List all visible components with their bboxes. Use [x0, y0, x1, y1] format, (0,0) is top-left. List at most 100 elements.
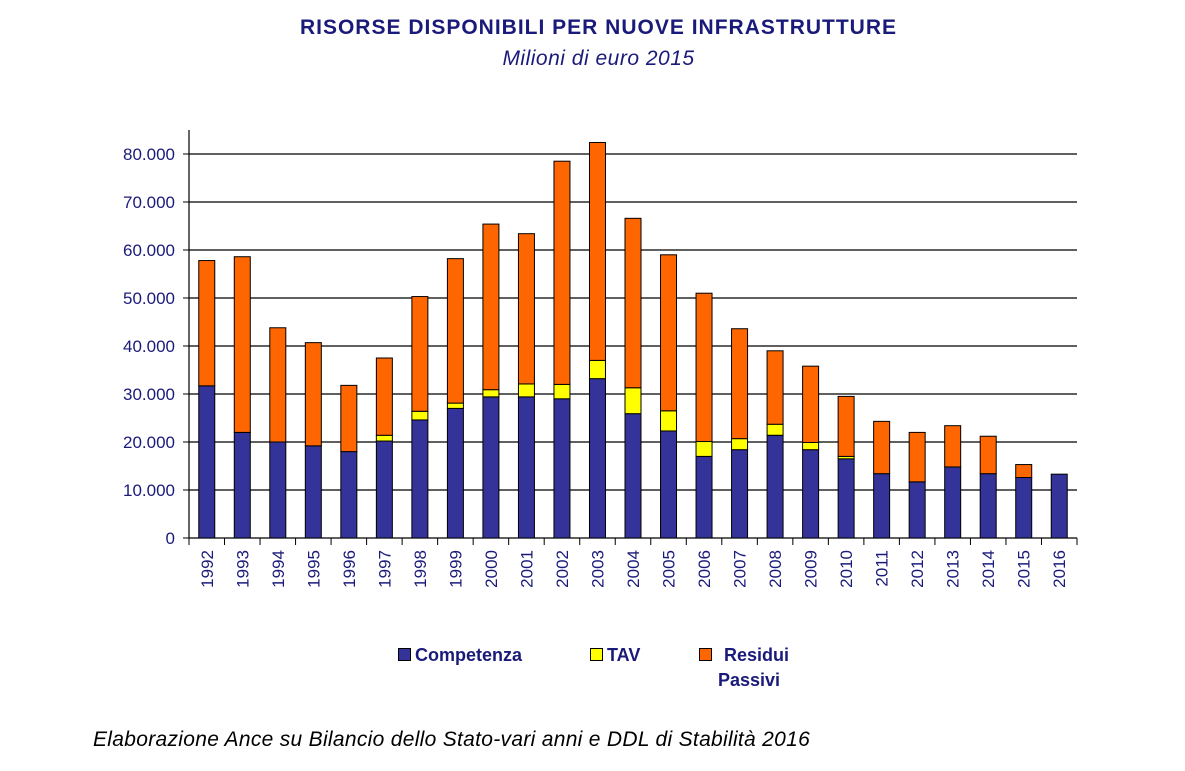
bar-residui-passivi-1997	[375, 357, 393, 436]
y-tick-label: 30.000	[123, 385, 175, 404]
bar-residui-passivi-2012	[908, 431, 926, 483]
bar-competenza-2014	[979, 473, 997, 539]
bar-residui-passivi-1995	[304, 342, 322, 447]
bar-residui-passivi-2015	[1015, 464, 1033, 479]
bar-residui-passivi-2013	[944, 425, 962, 468]
bar-tav-1999	[446, 402, 464, 409]
bar-residui-passivi-1994	[269, 327, 287, 443]
bar-tav-2004	[624, 387, 642, 415]
x-tick-label: 2014	[979, 550, 998, 588]
x-tick-label: 1999	[446, 550, 465, 588]
y-tick-label: 10.000	[123, 481, 175, 500]
bar-residui-passivi-2009	[802, 365, 820, 443]
bar-competenza-2002	[553, 398, 571, 539]
bar-residui-passivi-2007	[731, 328, 749, 440]
bar-competenza-1996	[340, 451, 358, 539]
bar-tav-2007	[731, 438, 749, 451]
bar-competenza-1994	[269, 441, 287, 539]
chart-subtitle: Milioni di euro 2015	[502, 47, 695, 70]
legend-label-residui-2: Passivi	[718, 670, 781, 690]
bar-residui-passivi-2014	[979, 435, 997, 475]
x-tick-label: 1992	[198, 550, 217, 588]
bar-competenza-2016	[1050, 473, 1068, 539]
y-tick-label: 60.000	[123, 241, 175, 260]
bar-residui-passivi-1999	[446, 258, 464, 404]
y-tick-label: 40.000	[123, 337, 175, 356]
bar-tav-2005	[660, 410, 678, 432]
y-tick-label: 70.000	[123, 193, 175, 212]
bar-competenza-2013	[944, 466, 962, 539]
legend-label-competenza: Competenza	[415, 645, 523, 665]
x-tick-label: 2004	[624, 550, 643, 588]
x-tick-label: 2007	[731, 550, 750, 588]
x-tick-label: 1994	[269, 550, 288, 588]
source-note: Elaborazione Ance su Bilancio dello Stat…	[93, 728, 811, 751]
bar-residui-passivi-2005	[660, 254, 678, 412]
bar-residui-passivi-2008	[766, 350, 784, 425]
bar-tav-2001	[517, 383, 535, 398]
x-tick-label: 2010	[837, 550, 856, 588]
bar-residui-passivi-1998	[411, 296, 429, 412]
legend-swatch-competenza	[398, 647, 411, 661]
bar-competenza-2006	[695, 455, 713, 539]
x-tick-label: 2003	[588, 550, 607, 588]
x-tick-label: 2013	[944, 550, 963, 588]
bar-competenza-1993	[233, 431, 251, 539]
bar-tav-2006	[695, 441, 713, 457]
bar-residui-passivi-2011	[873, 420, 891, 475]
bar-tav-2002	[553, 383, 571, 400]
x-tick-label: 1993	[233, 550, 252, 588]
bar-residui-passivi-2006	[695, 292, 713, 443]
bar-competenza-2009	[802, 449, 820, 539]
chart-title: RISORSE DISPONIBILI PER NUOVE INFRASTRUT…	[299, 16, 898, 39]
y-tick-label: 50.000	[123, 289, 175, 308]
bar-competenza-1999	[446, 407, 464, 539]
bar-residui-passivi-2001	[517, 233, 535, 385]
bar-tav-2003	[588, 359, 606, 380]
bar-residui-passivi-1996	[340, 384, 358, 453]
x-tick-label: 2005	[660, 550, 679, 588]
bar-residui-passivi-1993	[233, 256, 251, 433]
bar-residui-passivi-2003	[588, 141, 606, 361]
bar-tav-2009	[802, 441, 820, 451]
bar-competenza-2008	[766, 434, 784, 539]
bar-residui-passivi-2000	[482, 223, 500, 391]
bar-competenza-1998	[411, 419, 429, 539]
x-tick-label: 2012	[908, 550, 927, 588]
bar-competenza-2012	[908, 481, 926, 539]
bar-residui-passivi-2002	[553, 160, 571, 385]
x-tick-label: 2002	[553, 550, 572, 588]
legend-swatch-tav	[590, 647, 603, 661]
x-tick-label: 2000	[482, 550, 501, 588]
bar-competenza-2007	[731, 449, 749, 539]
x-tick-label: 1998	[411, 550, 430, 588]
y-tick-label: 20.000	[123, 433, 175, 452]
bar-competenza-2010	[837, 458, 855, 539]
legend-item-competenza: Competenza	[398, 645, 522, 666]
x-tick-label: 2006	[695, 550, 714, 588]
bar-competenza-2001	[517, 396, 535, 539]
bar-competenza-2005	[660, 430, 678, 539]
x-tick-label: 2009	[802, 550, 821, 588]
bar-competenza-1992	[198, 385, 216, 539]
legend-label-residui-1: Residui	[724, 645, 790, 665]
bar-competenza-2004	[624, 413, 642, 539]
bar-competenza-2003	[588, 378, 606, 539]
x-tick-label: 1997	[375, 550, 394, 588]
x-tick-label: 2011	[873, 550, 892, 587]
x-tick-label: 2008	[766, 550, 785, 588]
bar-tav-1997	[375, 434, 393, 442]
bar-competenza-2015	[1015, 477, 1033, 539]
bar-competenza-1997	[375, 440, 393, 539]
x-tick-label: 2016	[1050, 550, 1069, 588]
bar-tav-1998	[411, 410, 429, 421]
bar-competenza-1995	[304, 445, 322, 539]
legend-item-tav: TAV	[590, 645, 640, 666]
x-tick-label: 1996	[340, 550, 359, 588]
bar-competenza-2000	[482, 396, 500, 539]
x-tick-label: 1995	[304, 550, 323, 588]
bar-residui-passivi-1992	[198, 260, 216, 387]
bar-competenza-2011	[873, 473, 891, 539]
bar-tav-2008	[766, 423, 784, 436]
